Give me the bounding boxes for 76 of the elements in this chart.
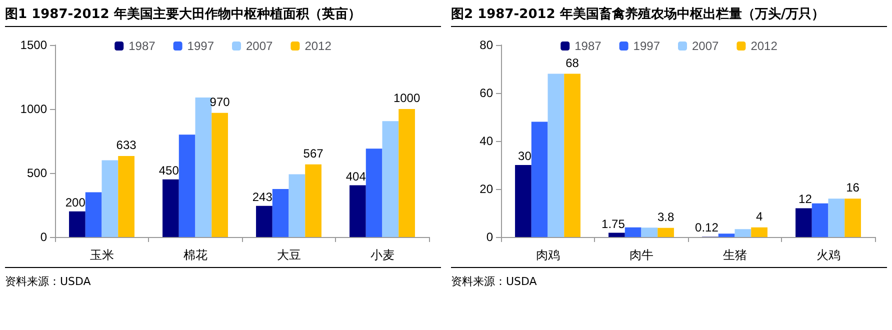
bar: [272, 189, 289, 237]
data-label: 200: [65, 195, 86, 210]
bar: [608, 232, 625, 237]
y-tick-label: 60: [480, 86, 494, 100]
text: 资料来源：USDA: [5, 267, 441, 289]
bar: [366, 148, 382, 237]
bar: [734, 229, 752, 237]
data-label: 1000: [393, 91, 420, 105]
x-tick-label: 棉花: [183, 248, 208, 262]
bar: [751, 227, 768, 237]
bar: [828, 198, 845, 237]
bar: [162, 179, 179, 237]
bar: [564, 74, 580, 237]
bar: [812, 203, 828, 237]
bar: [515, 165, 532, 237]
bar: [531, 122, 548, 237]
chart-title: 图2 1987-2012 年美国畜禽养殖农场中枢出栏量（万头/万只）: [451, 0, 887, 27]
text: 资料来源：USDA: [451, 267, 887, 289]
data-label: 3.8: [657, 210, 674, 224]
bar: [350, 185, 366, 237]
data-label: 404: [346, 169, 366, 184]
data-label: 0.12: [695, 220, 719, 235]
data-label: 243: [252, 190, 273, 204]
bar: [624, 227, 642, 237]
y-tick-label: 0: [486, 230, 494, 244]
x-tick-label: 生猪: [722, 248, 747, 262]
x-tick-label: 大豆: [276, 248, 301, 262]
y-tick-label: 80: [480, 38, 494, 52]
bar: [398, 109, 415, 237]
x-tick-label: 玉米: [90, 248, 114, 262]
chart-title: 图1 1987-2012 年美国主要大田作物中枢种植面积（英亩）: [5, 0, 441, 27]
bar: [85, 192, 102, 237]
legend-label: 2012: [304, 39, 332, 53]
legend-label: 2012: [750, 39, 778, 53]
bar: [658, 228, 674, 237]
x-tick-label: 肉牛: [629, 248, 654, 262]
data-label: 16: [846, 180, 860, 195]
bar: [118, 156, 134, 237]
y-tick-label: 500: [26, 166, 48, 180]
legend-label: 2007: [692, 39, 720, 53]
y-tick-label: 40: [480, 134, 494, 148]
bar: [718, 234, 735, 237]
legend-label: 1997: [187, 39, 214, 53]
bar: [178, 134, 196, 237]
y-tick-label: 1500: [20, 38, 48, 52]
legend-label: 2007: [246, 39, 274, 53]
bar: [796, 208, 812, 237]
x-tick-label: 小麦: [370, 248, 394, 262]
data-label: 970: [210, 94, 230, 109]
x-tick-label: 肉鸡: [536, 248, 560, 262]
data-label: 1.75: [602, 216, 626, 231]
bar: [102, 160, 118, 237]
bar: [212, 112, 228, 237]
y-tick-label: 1000: [20, 102, 48, 116]
y-tick-label: 0: [40, 230, 48, 244]
bar: [288, 174, 306, 237]
bar: [641, 228, 658, 237]
data-label: 12: [798, 192, 812, 206]
bar: [548, 74, 564, 237]
y-tick-label: 20: [480, 182, 494, 196]
bar: [382, 121, 399, 237]
data-label: 4: [756, 209, 763, 224]
bar: [195, 97, 212, 237]
data-label: 30: [518, 149, 532, 163]
legend-label: 1987: [574, 39, 602, 53]
bar: [305, 164, 322, 237]
legend-label: 1997: [633, 39, 660, 53]
x-tick-label: 火鸡: [816, 248, 840, 262]
bar: [844, 198, 861, 237]
bar: [69, 211, 86, 237]
bar: [256, 206, 272, 237]
data-label: 567: [303, 146, 324, 160]
data-label: 633: [116, 138, 137, 152]
data-label: 68: [566, 56, 580, 70]
legend-label: 1987: [128, 39, 156, 53]
data-label: 450: [158, 163, 180, 178]
